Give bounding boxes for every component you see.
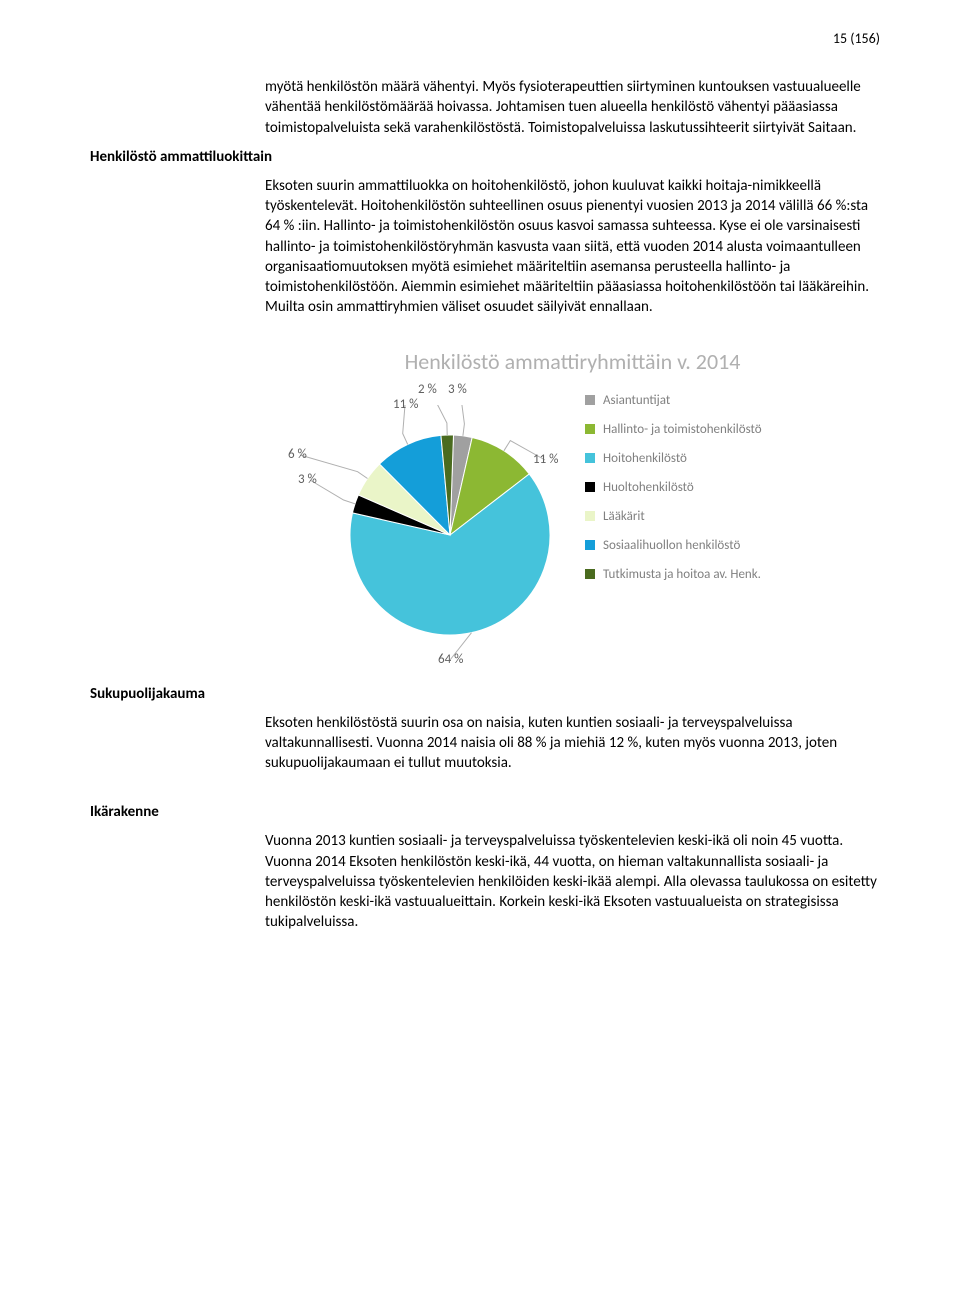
section-ammattiluokittain: myötä henkilöstön määrä vähentyi. Myös f… bbox=[90, 77, 880, 645]
heading-ammattiluokittain: Henkilöstö ammattiluokittain bbox=[90, 148, 880, 166]
legend-label: Tutkimusta ja hoitoa av. Henk. bbox=[603, 567, 761, 582]
pie-slice-label: 11 % bbox=[393, 397, 418, 412]
section-ikarakenne: Ikärakenne Vuonna 2013 kuntien sosiaali-… bbox=[90, 803, 880, 932]
page-number: 15 (156) bbox=[90, 30, 880, 47]
legend-label: Sosiaalihuollon henkilöstö bbox=[603, 538, 740, 553]
paragraph: Eksoten suurin ammattiluokka on hoitohen… bbox=[265, 176, 880, 318]
pie-svg bbox=[295, 405, 615, 665]
paragraph: myötä henkilöstön määrä vähentyi. Myös f… bbox=[265, 77, 880, 138]
pie-chart-container: Henkilöstö ammattiryhmittäin v. 2014 3 %… bbox=[265, 348, 880, 645]
legend-label: Hallinto- ja toimistohenkilöstö bbox=[603, 422, 762, 437]
pie-slice-label: 3 % bbox=[298, 472, 317, 487]
pie-slice-label: 64 % bbox=[438, 652, 463, 667]
chart-title: Henkilöstö ammattiryhmittäin v. 2014 bbox=[265, 348, 880, 375]
section-sukupuolijakauma: Sukupuolijakauma Eksoten henkilöstöstä s… bbox=[90, 685, 880, 774]
heading-ikarakenne: Ikärakenne bbox=[90, 803, 880, 821]
pie-slice-label: 11 % bbox=[533, 452, 558, 467]
pie-slice-label: 6 % bbox=[288, 447, 307, 462]
pie-slice-label: 3 % bbox=[448, 382, 467, 397]
pie-chart: 3 %11 %64 %3 %6 %11 %2 % bbox=[265, 385, 585, 645]
heading-sukupuolijakauma: Sukupuolijakauma bbox=[90, 685, 880, 703]
legend-label: Hoitohenkilöstö bbox=[603, 451, 687, 466]
paragraph: Vuonna 2013 kuntien sosiaali- ja terveys… bbox=[265, 831, 880, 932]
legend-swatch bbox=[585, 395, 595, 405]
pie-slice-label: 2 % bbox=[418, 382, 437, 397]
legend-label: Huoltohenkilöstö bbox=[603, 480, 694, 495]
paragraph: Eksoten henkilöstöstä suurin osa on nais… bbox=[265, 713, 880, 774]
